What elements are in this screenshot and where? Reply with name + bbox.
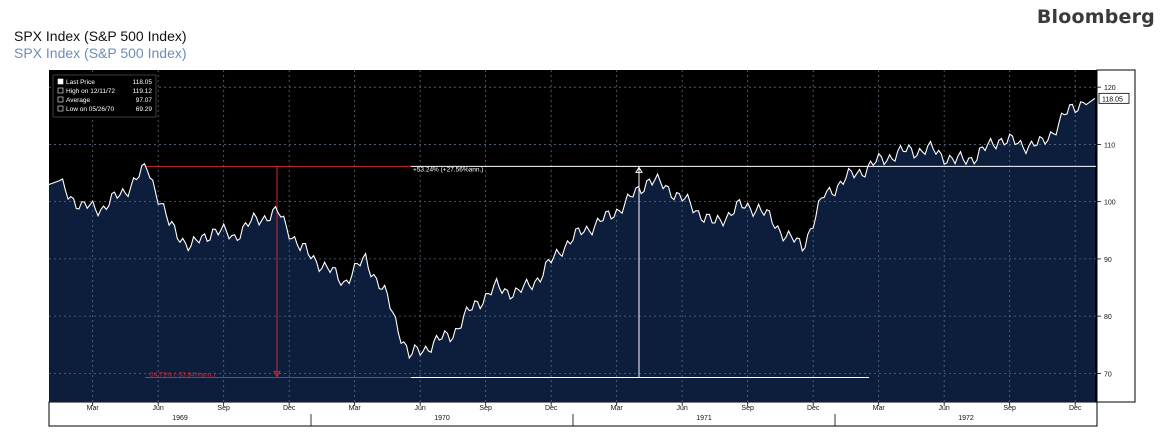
legend-label: Last Price [66,79,95,86]
x-tick-label-sep: Sep [479,405,492,412]
last-price-tag [1098,92,1130,104]
y-tick-label-100: 100 [1104,200,1116,207]
rally-arrow-head [635,166,643,173]
y-tick-label-70: 70 [1104,371,1112,378]
y-tick-label-80: 80 [1104,314,1112,321]
legend-label: Average [66,97,90,104]
legend-label: Low on 05/26/70 [66,106,114,113]
legend-box [52,74,157,118]
x-tick-label-dec: Dec [545,405,558,412]
x-tick-label-dec: Dec [1069,405,1082,412]
x-year-label-1970: 1970 [434,415,450,422]
x-tick-label-dec: Dec [283,405,296,412]
drawdown-label: -34.73% (-33.84%ann.) [148,371,215,378]
legend-swatch [57,87,64,94]
x-tick-label-mar: Mar [873,405,886,412]
legend-swatch [57,105,64,112]
drawdown-arrow-head [273,370,281,378]
legend-value: 119.12 [133,88,153,95]
price-line [48,97,1096,360]
last-price-label: 118.05 [1102,96,1123,103]
price-area [49,98,1095,403]
bloomberg-logo: Bloomberg [1036,6,1155,28]
x-tick-label-sep: Sep [741,405,754,412]
y-axis-panel [1096,69,1136,403]
x-tick-label-mar: Mar [611,405,624,412]
x-tick-label-mar: Mar [87,405,100,412]
x-year-label-1971: 1971 [696,415,712,422]
legend-value: 118.05 [133,79,153,86]
x-tick-label-jun: Jun [415,405,426,412]
y-tick-label-110: 110 [1104,142,1115,149]
x-tick-label-jun: Jun [939,405,950,412]
legend-value: 97.07 [136,97,153,104]
x-year-label-1972: 1972 [958,415,974,422]
y-tick-label-120: 120 [1104,85,1116,92]
rally-label: +53.24% (+27.56%ann.) [413,166,483,173]
legend-swatch [57,78,64,85]
chart-title: SPX Index (S&P 500 Index) [14,28,187,44]
legend-swatch [57,96,64,103]
x-tick-label-jun: Jun [677,405,688,412]
x-tick-label-sep: Sep [217,405,230,412]
x-tick-label-dec: Dec [807,405,820,412]
x-tick-label-mar: Mar [349,405,362,412]
x-tick-label-sep: Sep [1003,405,1016,412]
x-tick-label-jun: Jun [153,405,164,412]
legend-value: 69.29 [136,106,153,113]
y-tick-label-90: 90 [1104,257,1112,264]
legend-label: High on 12/11/72 [66,88,115,95]
x-year-label-1969: 1969 [172,415,188,422]
chart-subtitle: SPX Index (S&P 500 Index) [14,45,187,61]
